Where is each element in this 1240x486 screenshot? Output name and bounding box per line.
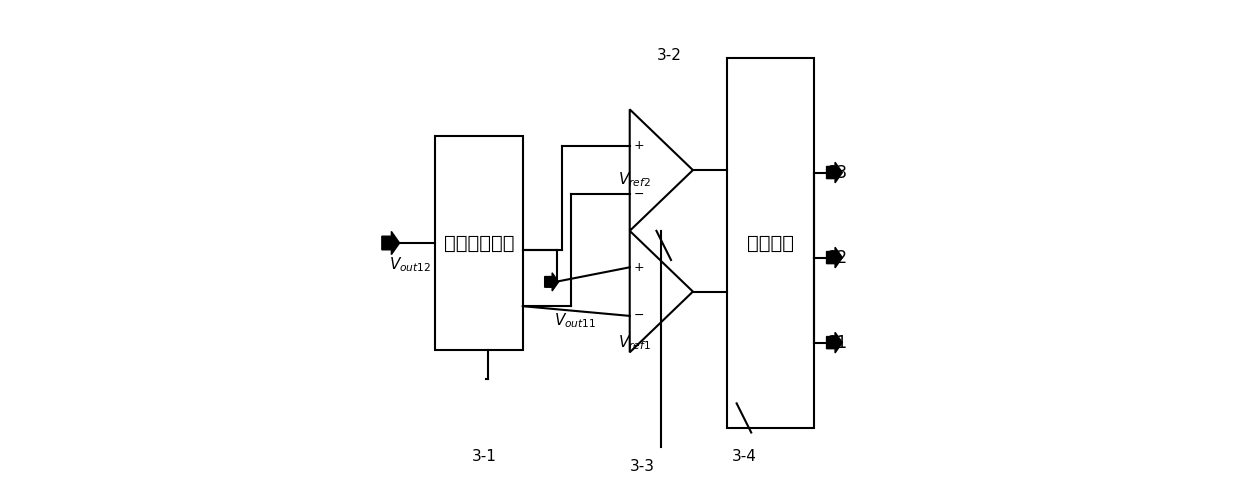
- Text: 3-1: 3-1: [471, 450, 497, 464]
- Text: 逻辑电路: 逻辑电路: [748, 233, 794, 253]
- Text: 3-3: 3-3: [630, 459, 655, 474]
- Text: 3-2: 3-2: [656, 49, 681, 63]
- Text: −: −: [634, 188, 645, 201]
- Polygon shape: [827, 247, 842, 268]
- Text: $V_{ref1}$: $V_{ref1}$: [618, 333, 651, 352]
- Text: −: −: [634, 310, 645, 322]
- Text: 3-4: 3-4: [732, 450, 756, 464]
- Text: S1: S1: [827, 333, 848, 352]
- Text: $V_{out12}$: $V_{out12}$: [389, 256, 432, 274]
- Polygon shape: [827, 162, 842, 183]
- Text: S2: S2: [827, 248, 848, 267]
- Bar: [727, 58, 815, 428]
- Text: $V_{ref2}$: $V_{ref2}$: [618, 171, 651, 189]
- Text: S3: S3: [827, 163, 848, 182]
- Text: +: +: [634, 261, 645, 274]
- Polygon shape: [544, 273, 558, 291]
- Text: +: +: [634, 139, 645, 152]
- Polygon shape: [827, 332, 842, 353]
- Text: 阆値产生电路: 阆値产生电路: [444, 233, 515, 253]
- Bar: [435, 136, 523, 350]
- Text: $V_{out11}$: $V_{out11}$: [554, 312, 596, 330]
- Polygon shape: [382, 231, 399, 255]
